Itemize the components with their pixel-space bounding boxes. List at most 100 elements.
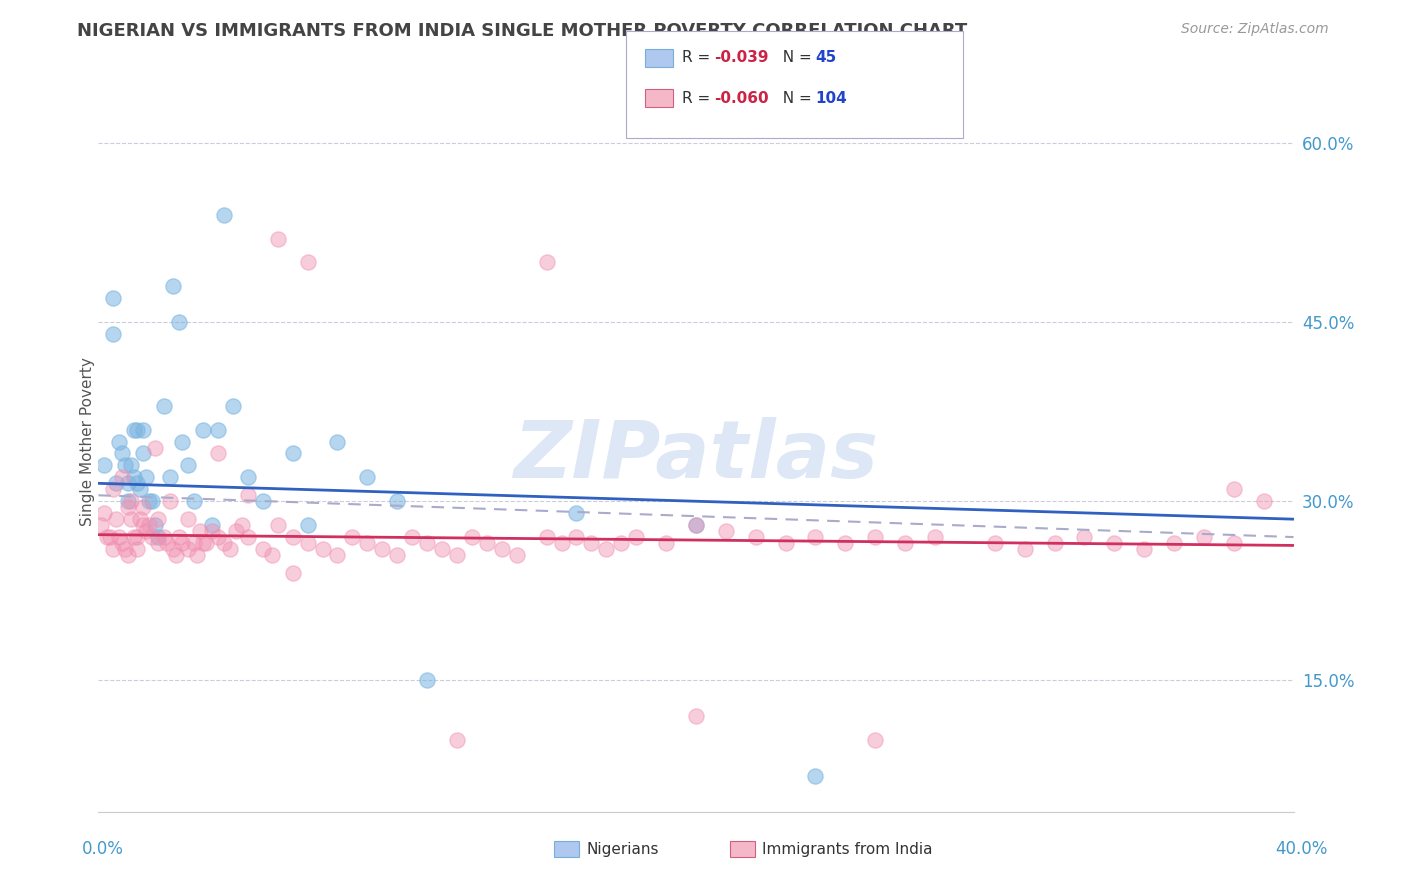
- Point: [177, 512, 200, 526]
- Point: [108, 530, 131, 544]
- Point: [148, 512, 170, 526]
- Point: [124, 470, 146, 484]
- Point: [114, 541, 136, 556]
- Point: [191, 536, 214, 550]
- Text: N =: N =: [773, 91, 817, 105]
- Point: [103, 541, 125, 556]
- Point: [610, 536, 633, 550]
- Text: Source: ZipAtlas.com: Source: ZipAtlas.com: [1181, 22, 1329, 37]
- Point: [132, 500, 155, 515]
- Point: [117, 494, 139, 508]
- Point: [342, 530, 364, 544]
- Point: [117, 548, 139, 562]
- Point: [188, 524, 211, 538]
- Point: [416, 673, 439, 688]
- Point: [1163, 536, 1185, 550]
- Point: [655, 536, 678, 550]
- Point: [222, 399, 245, 413]
- Text: NIGERIAN VS IMMIGRANTS FROM INDIA SINGLE MOTHER POVERTY CORRELATION CHART: NIGERIAN VS IMMIGRANTS FROM INDIA SINGLE…: [77, 22, 967, 40]
- Point: [219, 541, 242, 556]
- Point: [159, 494, 181, 508]
- Point: [430, 541, 453, 556]
- Point: [1133, 541, 1156, 556]
- Point: [143, 441, 166, 455]
- Text: Nigerians: Nigerians: [586, 842, 659, 856]
- Point: [111, 446, 134, 460]
- Point: [93, 458, 115, 473]
- Point: [356, 536, 378, 550]
- Point: [165, 548, 187, 562]
- Point: [201, 524, 224, 538]
- Point: [894, 536, 917, 550]
- Point: [260, 548, 283, 562]
- Point: [132, 423, 155, 437]
- Point: [167, 315, 190, 329]
- Point: [865, 530, 887, 544]
- Point: [111, 470, 134, 484]
- Point: [105, 512, 128, 526]
- Text: 104: 104: [815, 91, 848, 105]
- Point: [804, 769, 827, 783]
- Text: ZIPatlas: ZIPatlas: [513, 417, 879, 495]
- Point: [236, 530, 259, 544]
- Point: [186, 548, 208, 562]
- Point: [326, 434, 349, 449]
- Point: [685, 709, 707, 723]
- Point: [138, 518, 160, 533]
- Point: [135, 470, 157, 484]
- Point: [201, 518, 224, 533]
- Point: [297, 255, 319, 269]
- Point: [252, 494, 274, 508]
- Point: [153, 399, 176, 413]
- Point: [865, 733, 887, 747]
- Point: [581, 536, 603, 550]
- Point: [297, 518, 319, 533]
- Point: [141, 494, 163, 508]
- Point: [1104, 536, 1126, 550]
- Point: [267, 518, 290, 533]
- Point: [90, 518, 112, 533]
- Point: [416, 536, 439, 550]
- Point: [371, 541, 394, 556]
- Point: [714, 524, 737, 538]
- Point: [385, 548, 409, 562]
- Point: [124, 423, 146, 437]
- Point: [111, 536, 134, 550]
- Point: [565, 506, 588, 520]
- Point: [252, 541, 274, 556]
- Point: [172, 434, 194, 449]
- Point: [132, 518, 155, 533]
- Y-axis label: Single Mother Poverty: Single Mother Poverty: [80, 357, 94, 526]
- Point: [212, 208, 235, 222]
- Point: [127, 541, 149, 556]
- Point: [132, 446, 155, 460]
- Text: R =: R =: [682, 51, 716, 65]
- Point: [172, 536, 194, 550]
- Point: [446, 733, 468, 747]
- Point: [385, 494, 409, 508]
- Point: [595, 541, 617, 556]
- Point: [195, 536, 218, 550]
- Point: [103, 483, 125, 497]
- Point: [834, 536, 856, 550]
- Point: [236, 488, 259, 502]
- Point: [207, 446, 229, 460]
- Point: [108, 434, 131, 449]
- Point: [745, 530, 768, 544]
- Point: [804, 530, 827, 544]
- Point: [153, 530, 176, 544]
- Point: [103, 327, 125, 342]
- Point: [1192, 530, 1215, 544]
- Point: [506, 548, 529, 562]
- Point: [183, 536, 205, 550]
- Point: [550, 536, 572, 550]
- Point: [356, 470, 378, 484]
- Point: [401, 530, 423, 544]
- Text: R =: R =: [682, 91, 716, 105]
- Point: [212, 536, 235, 550]
- Point: [311, 541, 333, 556]
- Point: [1223, 483, 1246, 497]
- Point: [297, 536, 319, 550]
- Text: 0.0%: 0.0%: [82, 840, 124, 858]
- Point: [129, 512, 152, 526]
